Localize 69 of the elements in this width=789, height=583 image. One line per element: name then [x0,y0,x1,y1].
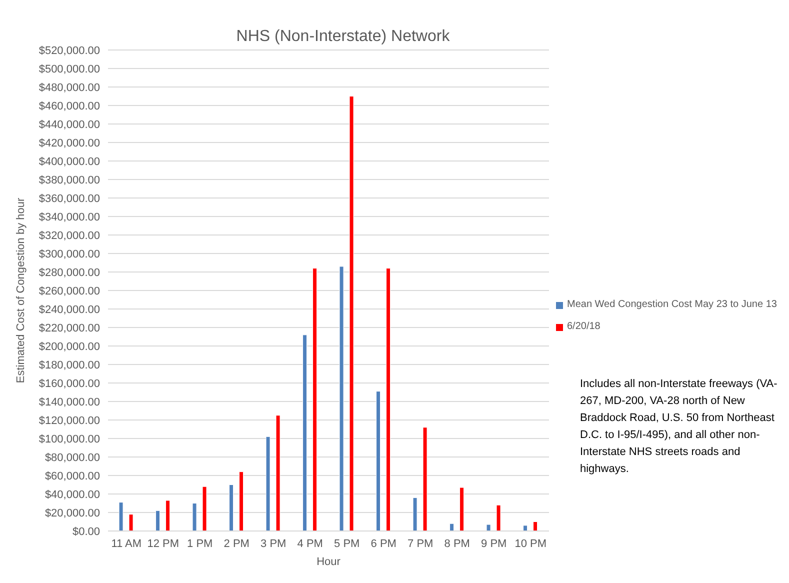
y-tick-label: $360,000.00 [38,192,100,205]
x-tick-label: 12 PM [147,538,180,550]
bar [239,472,244,531]
y-tick-label: $40,000.00 [44,488,100,501]
bar [486,524,491,531]
bar [118,502,124,531]
bar [192,503,197,531]
x-tick-label: 11 AM [111,538,142,550]
text: Includes all non-Interstate freeways (VA-267, MD-200, VA-28 north of New Braddock Road, U.S. 50 from Northeast D.C. to I-95/I-495), and all other non-Interstate NHS streets roads and highways. [580,377,778,477]
bar [156,510,160,531]
y-tick-label: $480,000.00 [38,82,100,94]
y-tick-label: $300,000.00 [38,248,100,260]
y-tick-label: $320,000.00 [38,230,100,242]
bar [229,484,234,531]
bar [422,427,428,531]
chart-title: NHS (Non-Interstate) Network [235,28,451,46]
y-tick-label: $180,000.00 [38,359,100,372]
y-tick-label: $500,000.00 [38,63,100,76]
x-tick-label: 10 PM [514,538,547,550]
y-tick-label: $240,000.00 [38,304,100,316]
y-tick-label: $60,000.00 [44,470,100,482]
bar [302,334,308,531]
x-tick-label: 7 PM [408,538,434,550]
bar [533,522,538,531]
y-tick-label: $80,000.00 [44,452,100,464]
y-tick-label: $420,000.00 [38,137,100,150]
y-tick-label: $400,000.00 [38,156,100,168]
bar [496,504,501,531]
bar [460,487,464,531]
y-tick-label: $200,000.00 [38,340,100,353]
bar [128,514,134,531]
bar [349,96,354,531]
bar [202,486,207,531]
x-tick-label: 2 PM [224,538,250,550]
x-tick-label: 8 PM [444,538,470,550]
legend-label: 6/20/18 [567,320,600,334]
y-tick-label: $0.00 [72,526,100,538]
y-tick-label: $460,000.00 [38,100,100,112]
y-tick-label: $120,000.00 [38,414,100,427]
y-tick-label: $380,000.00 [38,174,100,186]
y-tick-label: $20,000.00 [44,507,100,520]
y-tick-label: $100,000.00 [38,433,100,446]
y-tick-label: $520,000.00 [38,44,100,57]
y-tick-label: $440,000.00 [38,118,100,131]
y-tick-label: $340,000.00 [38,211,100,224]
bar [276,415,280,531]
bar [166,500,170,531]
bar [523,525,528,531]
x-tick-label: 5 PM [334,538,360,550]
x-tick-label: 6 PM [370,538,396,550]
y-tick-label: $260,000.00 [38,285,100,298]
legend-label: Mean Wed Congestion Cost May 23 to June 13 [567,298,777,312]
y-tick-label: $160,000.00 [38,378,100,390]
x-tick-label: 3 PM [260,538,286,550]
bar [412,497,418,531]
y-axis-title: Estimated Cost of Congestion by hour [14,198,27,384]
y-tick-label: $280,000.00 [38,266,100,279]
x-tick-label: 9 PM [481,538,507,550]
bar [312,268,318,531]
bar [266,436,270,531]
bar [450,523,454,531]
y-tick-label: $220,000.00 [38,322,100,334]
x-axis-title: Hour [316,556,341,568]
x-tick-label: 1 PM [187,538,213,550]
bar [376,391,381,531]
x-tick-label: 4 PM [297,538,323,550]
bar [386,268,391,531]
y-tick-label: $140,000.00 [38,396,100,408]
bar [339,266,344,531]
